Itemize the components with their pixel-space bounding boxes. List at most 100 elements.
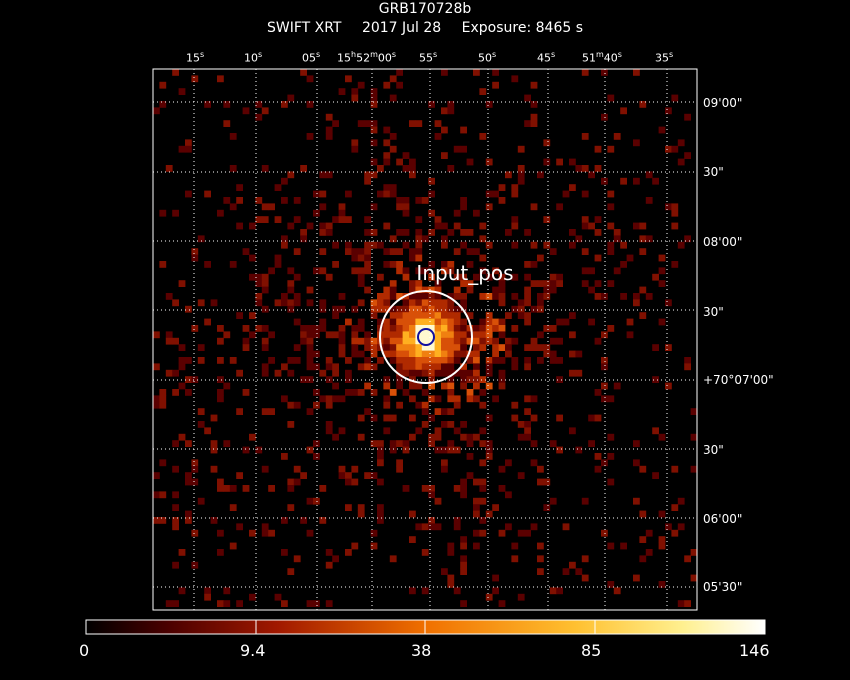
count-pixel	[236, 523, 243, 531]
count-pixel	[389, 555, 397, 563]
count-pixel	[434, 350, 442, 358]
count-pixel	[383, 190, 391, 198]
count-pixel	[441, 305, 448, 313]
count-pixel	[396, 363, 403, 371]
count-pixel	[185, 478, 192, 486]
count-pixel	[409, 280, 416, 287]
count-pixel	[453, 209, 461, 217]
count-pixel	[389, 94, 397, 102]
count-pixel	[665, 382, 672, 390]
count-pixel	[153, 395, 160, 403]
count-pixel	[524, 344, 531, 351]
count-pixel	[684, 357, 691, 364]
count-pixel	[665, 107, 672, 115]
count-pixel	[332, 382, 339, 390]
count-pixel	[434, 280, 442, 287]
count-pixel	[402, 152, 410, 159]
count-pixel	[300, 376, 307, 383]
count-pixel	[313, 453, 320, 460]
count-pixel	[364, 344, 371, 351]
count-pixel	[562, 190, 570, 198]
count-pixel	[421, 235, 429, 243]
count-pixel	[447, 107, 455, 115]
count-pixel	[677, 158, 685, 166]
count-pixel	[281, 363, 288, 371]
count-pixel	[293, 293, 301, 300]
colorbar-label: 9.4	[240, 641, 266, 660]
count-pixel	[396, 203, 403, 211]
count-pixel	[415, 344, 423, 351]
count-pixel	[505, 171, 512, 179]
count-pixel	[274, 216, 282, 223]
count-pixel	[498, 325, 506, 332]
count-pixel	[409, 312, 416, 319]
count-pixel	[293, 273, 301, 281]
count-pixel	[383, 395, 391, 403]
count-pixel	[428, 395, 435, 403]
count-pixel	[581, 248, 589, 255]
count-pixel	[607, 581, 615, 588]
image-title: GRB170728b	[378, 1, 472, 17]
count-pixel	[594, 280, 602, 287]
count-pixel	[613, 229, 621, 236]
count-pixel	[473, 337, 480, 345]
count-pixel	[421, 299, 429, 307]
count-pixel	[658, 581, 666, 588]
count-pixel	[581, 267, 589, 275]
count-pixel	[498, 280, 506, 287]
count-pixel	[409, 433, 416, 441]
count-pixel	[466, 248, 474, 255]
count-pixel	[185, 357, 192, 364]
count-pixel	[690, 433, 698, 441]
count-pixel	[197, 497, 205, 505]
count-pixel	[293, 248, 301, 255]
count-pixel	[172, 369, 179, 377]
count-pixel	[671, 504, 679, 511]
ra-tick-label: 05s	[302, 50, 321, 65]
count-pixel	[607, 433, 615, 441]
count-pixel	[191, 254, 199, 262]
count-pixel	[389, 440, 397, 447]
count-pixel	[453, 305, 461, 313]
count-pixel	[633, 459, 640, 467]
count-pixel	[197, 299, 205, 307]
count-pixel	[453, 344, 461, 351]
count-pixel	[210, 414, 218, 422]
count-pixel	[498, 299, 506, 307]
count-pixel	[421, 401, 429, 409]
count-pixel	[306, 101, 314, 108]
count-pixel	[601, 177, 608, 185]
count-pixel	[460, 555, 467, 563]
count-pixel	[511, 363, 519, 371]
count-pixel	[370, 241, 378, 249]
count-pixel	[524, 261, 531, 268]
count-pixel	[517, 421, 525, 428]
count-pixel	[351, 389, 359, 396]
count-pixel	[581, 216, 589, 223]
count-pixel	[255, 446, 263, 454]
count-pixel	[479, 222, 487, 230]
count-pixel	[441, 369, 448, 377]
count-pixel	[396, 382, 403, 390]
dec-tick-label: 06'00"	[703, 512, 743, 526]
count-pixel	[325, 421, 333, 428]
count-pixel	[338, 293, 346, 300]
count-pixel	[178, 280, 186, 287]
count-pixel	[153, 491, 160, 499]
count-pixel	[479, 401, 487, 409]
count-pixel	[274, 593, 282, 601]
count-pixel	[498, 197, 506, 204]
count-pixel	[556, 376, 563, 383]
count-pixel	[409, 318, 416, 326]
count-pixel	[223, 587, 231, 595]
count-pixel	[575, 568, 583, 575]
count-pixel	[332, 312, 339, 319]
count-pixel	[447, 357, 455, 364]
count-pixel	[639, 248, 647, 255]
count-pixel	[357, 414, 365, 422]
count-pixel	[421, 421, 429, 428]
count-pixel	[453, 357, 461, 364]
count-pixel	[453, 485, 461, 492]
count-pixel	[556, 158, 563, 166]
count-pixel	[153, 401, 160, 409]
